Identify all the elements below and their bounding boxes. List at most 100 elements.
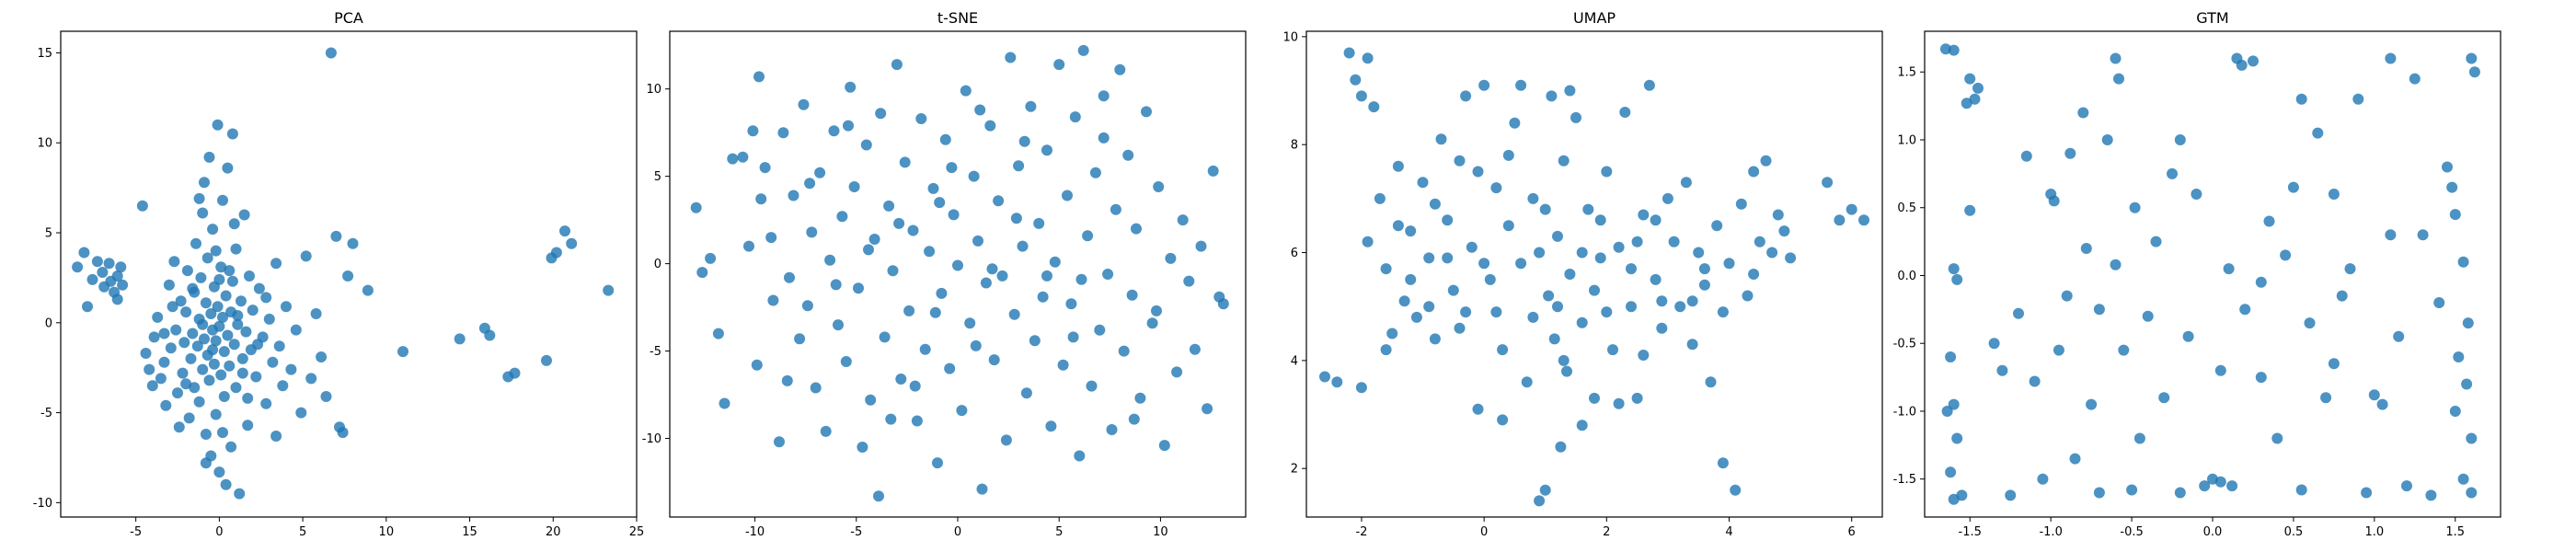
- scatter-point: [1350, 74, 1362, 86]
- scatter-point: [2446, 181, 2458, 193]
- scatter-point: [2255, 276, 2267, 288]
- scatter-point: [848, 181, 860, 192]
- scatter-point: [1454, 322, 1466, 334]
- scatter-point: [824, 254, 836, 266]
- scatter-point: [1589, 392, 1600, 404]
- scatter-point: [178, 337, 190, 349]
- scatter-point: [737, 151, 749, 163]
- scatter-point: [2462, 317, 2474, 329]
- scatter-point: [948, 209, 960, 221]
- scatter-point: [347, 237, 359, 249]
- scatter-point: [175, 295, 187, 307]
- scatter-point: [217, 194, 228, 206]
- scatter-point: [183, 412, 195, 424]
- scatter-point: [193, 192, 205, 204]
- scatter-point: [952, 259, 963, 271]
- scatter-point: [1723, 258, 1735, 270]
- x-tick-label: 15: [462, 525, 477, 539]
- scatter-point: [2352, 93, 2364, 105]
- scatter-point: [1062, 190, 1073, 201]
- y-tick-label: -1.0: [1893, 405, 1916, 419]
- scatter-point: [2191, 189, 2202, 200]
- scatter-point: [1114, 63, 1126, 75]
- scatter-point: [2361, 487, 2373, 499]
- scatter-point: [242, 420, 254, 431]
- scatter-point: [2048, 195, 2060, 207]
- scatter-point: [1442, 214, 1454, 226]
- scatter-point: [860, 139, 872, 151]
- scatter-point: [924, 246, 936, 258]
- scatter-point: [806, 226, 818, 238]
- y-tick-label: 15: [37, 47, 52, 61]
- scatter-point: [1134, 392, 1146, 404]
- scatter-point: [2368, 389, 2380, 401]
- scatter-point: [218, 391, 230, 402]
- scatter-point: [1098, 90, 1110, 102]
- scatter-point: [290, 324, 302, 336]
- scatter-point: [2449, 406, 2461, 417]
- scatter-point: [1941, 406, 1953, 417]
- scatter-point: [1945, 351, 1957, 362]
- scatter-point: [2295, 93, 2307, 105]
- scatter-point: [696, 267, 708, 279]
- x-tick-label: -0.5: [2120, 525, 2143, 539]
- scatter-point: [2093, 304, 2105, 316]
- scatter-point: [1711, 220, 1723, 232]
- scatter-point: [1969, 93, 1981, 105]
- scatter-point: [899, 156, 911, 168]
- scatter-point: [1374, 192, 1386, 204]
- x-tick-label: -1.0: [2039, 525, 2062, 539]
- scatter-point: [875, 108, 887, 120]
- scatter-point: [1766, 247, 1778, 259]
- scatter-point: [2336, 290, 2348, 302]
- scatter-point: [2457, 256, 2469, 268]
- scatter-point: [1534, 247, 1546, 259]
- scatter-point: [1405, 225, 1417, 237]
- scatter-point: [1484, 273, 1496, 285]
- x-tick-label: 1.0: [2364, 525, 2384, 539]
- scatter-point: [180, 378, 192, 390]
- scatter-point: [213, 273, 225, 285]
- scatter-point: [1141, 106, 1152, 118]
- scatter-point: [1442, 252, 1454, 264]
- scatter-point: [218, 346, 230, 358]
- scatter-point: [1497, 414, 1509, 426]
- scatter-point: [2263, 215, 2275, 227]
- scatter-point: [1582, 203, 1594, 215]
- scatter-point: [1846, 203, 1857, 215]
- scatter-point: [1601, 306, 1613, 318]
- x-tick-label: 0: [215, 525, 223, 539]
- scatter-point: [1631, 236, 1643, 247]
- scatter-point: [944, 362, 956, 374]
- scatter-point: [1564, 85, 1576, 97]
- x-tick-label: 4: [1725, 525, 1732, 539]
- scatter-point: [1398, 295, 1410, 307]
- scatter-point: [1698, 279, 1710, 291]
- scatter-point: [310, 308, 322, 319]
- scatter-point: [144, 363, 155, 375]
- scatter-point: [2214, 476, 2226, 488]
- scatter-point: [300, 250, 312, 262]
- scatter-point: [939, 133, 951, 145]
- scatter-point: [767, 294, 779, 306]
- scatter-point: [1089, 167, 1101, 178]
- scatter-point: [1319, 371, 1330, 383]
- y-tick-label: 10: [1282, 30, 1298, 44]
- scatter-point: [226, 128, 238, 140]
- scatter-point: [857, 442, 868, 453]
- scatter-point: [2199, 480, 2211, 492]
- scatter-point: [1368, 101, 1380, 113]
- subplot-umap: -2 0 2 4 6 2 4 6 8 10 UMAP: [1282, 9, 1883, 539]
- scatter-point: [932, 457, 943, 469]
- y-tick-label: 5: [654, 170, 661, 184]
- scatter-point: [1380, 263, 1392, 275]
- scatter-point: [828, 125, 840, 137]
- scatter-point: [1041, 270, 1052, 282]
- scatter-point: [217, 427, 228, 439]
- scatter-point: [509, 367, 521, 379]
- scatter-point: [295, 407, 307, 419]
- scatter-point: [907, 224, 919, 236]
- scatter-point: [1515, 79, 1527, 91]
- scatter-point: [1668, 236, 1680, 247]
- scatter-point: [2077, 107, 2089, 119]
